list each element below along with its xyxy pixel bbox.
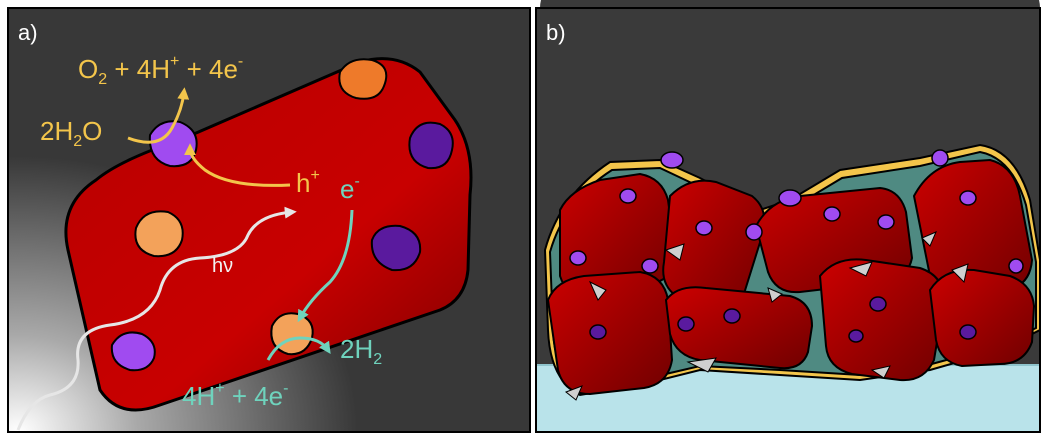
water-label: 2H2O xyxy=(40,116,102,150)
contact-piece xyxy=(870,365,891,379)
particle-block xyxy=(928,268,1036,368)
cocatalyst-purple-bottom xyxy=(110,331,156,372)
cocatalyst-dot xyxy=(1008,258,1024,274)
contact-piece xyxy=(686,357,717,373)
svg-text:b): b) xyxy=(546,20,566,45)
cocatalyst-dot xyxy=(695,220,713,236)
cocatalyst-dot xyxy=(677,316,695,332)
cocatalyst-dot xyxy=(745,223,763,241)
cocatalyst-orange-mid xyxy=(134,210,184,258)
cocatalyst-dot xyxy=(619,188,637,204)
proton-reduction-arrow xyxy=(266,336,331,361)
contact-piece xyxy=(921,231,937,247)
particle-blocks xyxy=(546,158,1036,396)
cocatalyst-darkpurple-right xyxy=(408,121,454,170)
contact-piece xyxy=(767,287,783,303)
cocatalyst-dot xyxy=(641,258,659,274)
panel-b-frame xyxy=(535,7,1041,433)
cocatalyst-dot xyxy=(660,151,684,169)
cocatalyst-dot xyxy=(723,308,741,324)
cocatalyst-dot xyxy=(931,149,949,167)
contact-piece xyxy=(588,280,607,301)
water-oxidation-arrow xyxy=(127,87,190,144)
cocatalyst-dot xyxy=(869,296,887,312)
cocatalyst-dot xyxy=(589,324,607,340)
contact-piece xyxy=(664,243,685,261)
oxidation-products-label: O2 + 4H+ + 4e- xyxy=(78,53,243,88)
photon-label: hν xyxy=(212,255,233,277)
contact-piece xyxy=(848,261,873,277)
cocatalyst-darkpurple-mid xyxy=(370,224,422,272)
particle-block xyxy=(546,270,674,396)
panel-a-label: a) xyxy=(18,20,38,45)
reduction-reactants-label: 4H+ + 4e- xyxy=(182,380,288,411)
cocatalyst-dot xyxy=(959,190,977,206)
photon-arrow xyxy=(16,206,297,431)
electron-migration-arrow xyxy=(297,209,354,323)
light-glow xyxy=(540,0,1040,98)
cocatalyst-dot xyxy=(959,324,977,340)
hole-migration-arrow xyxy=(184,143,291,187)
contact-pieces xyxy=(565,231,969,401)
contact-piece xyxy=(951,263,969,283)
panel-b-label: b) xyxy=(546,20,566,45)
cocatalyst-dots xyxy=(569,149,1024,343)
hydrogen-label: 2H2 xyxy=(340,334,382,368)
panel-a: a) O2 + 4H+ + 4e- 2H2O h+ e- hν 4H+ + 4e… xyxy=(7,7,531,433)
contact-piece xyxy=(565,385,583,401)
panel-b: b) xyxy=(535,0,1041,433)
cocatalyst-dot xyxy=(877,214,895,230)
cocatalyst-dot xyxy=(569,250,587,266)
svg-text:a): a) xyxy=(18,20,38,45)
particle-block xyxy=(818,258,946,382)
cocatalyst-dot xyxy=(778,189,802,207)
hole-label: h+ xyxy=(296,167,320,198)
cocatalyst-dot xyxy=(823,206,841,222)
particle-block xyxy=(664,286,814,370)
electron-label: e- xyxy=(340,173,360,204)
cocatalyst-dot xyxy=(848,329,864,343)
cocatalyst-orange-top xyxy=(338,58,388,100)
